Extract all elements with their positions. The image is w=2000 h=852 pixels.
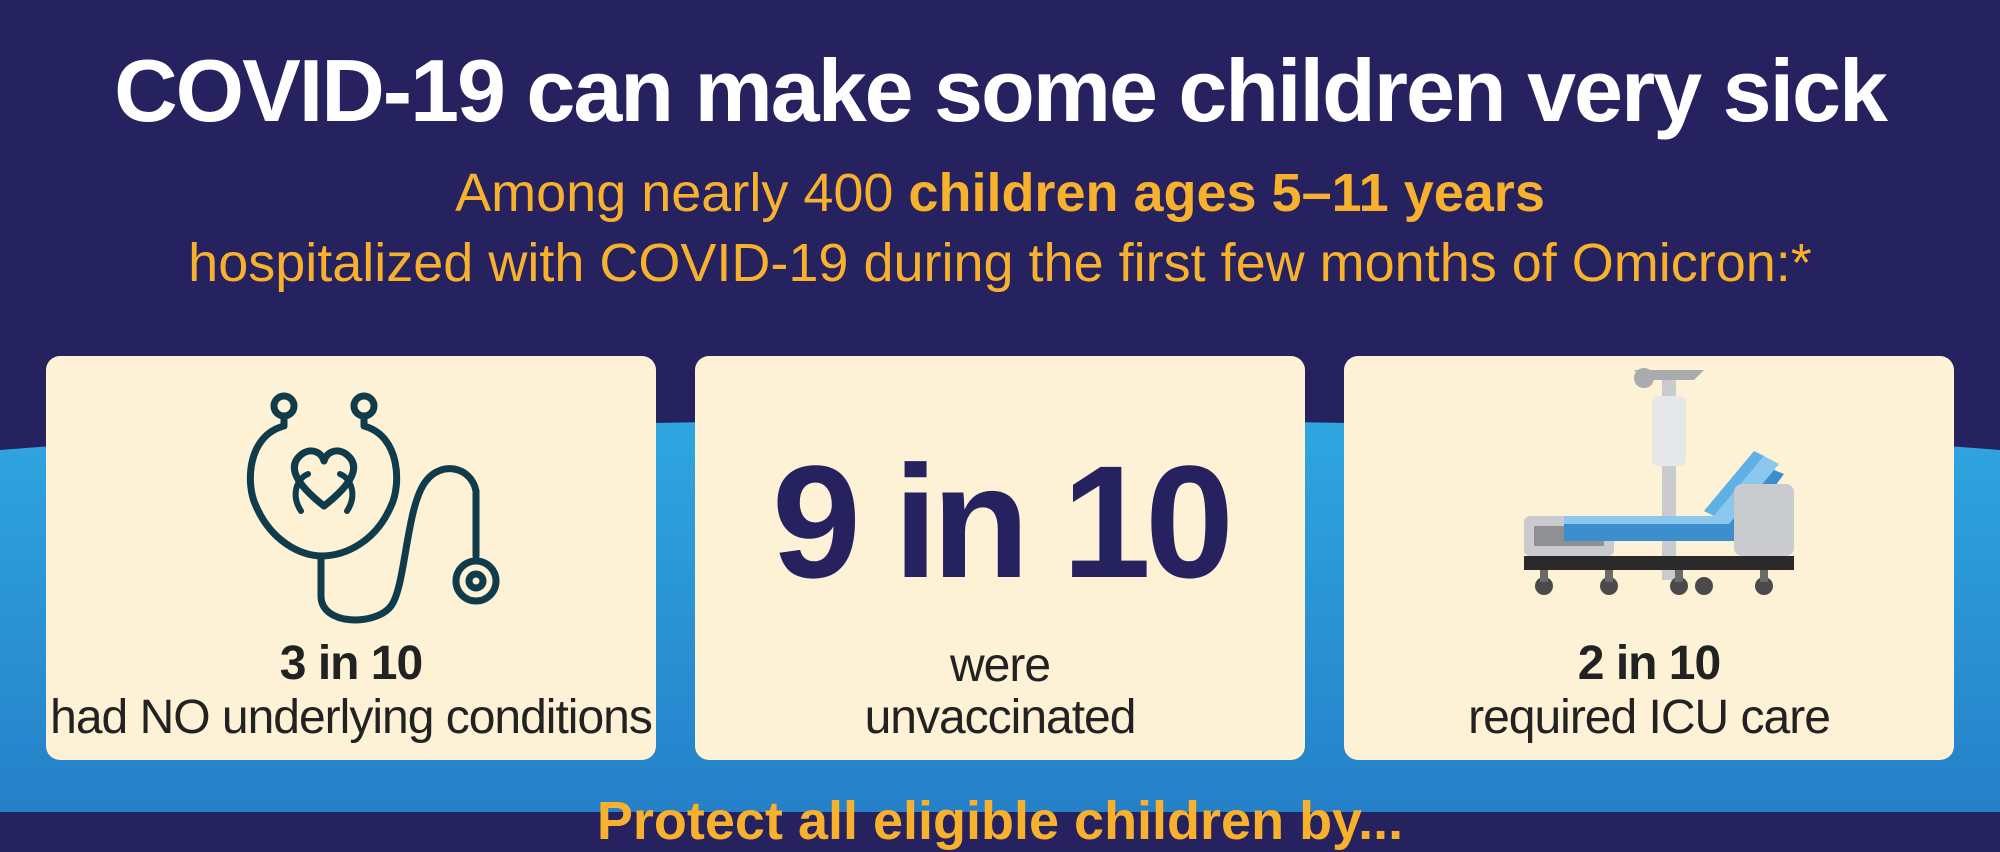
subtitle-text: Among nearly 400: [455, 163, 909, 223]
stat-value: 2 in 10: [1577, 637, 1721, 690]
stat-label-line1: were: [949, 639, 1051, 692]
subtitle: Among nearly 400 children ages 5–11 year…: [0, 158, 2000, 298]
stat-label-line2: unvaccinated: [864, 691, 1137, 744]
stat-label: had NO underlying conditions: [50, 691, 653, 744]
stethoscope-heart-icon: [246, 392, 500, 624]
subtitle-line2: hospitalized with COVID-19 during the fi…: [188, 233, 1812, 293]
subtitle-highlight: children ages 5–11 years: [908, 163, 1545, 223]
page-title: COVID-19 can make some children very sic…: [114, 41, 1888, 140]
stat-card-unvaccinated: 9 in 10 were unvaccinated: [695, 356, 1305, 760]
big-stat-value: 9 in 10: [771, 432, 1234, 611]
stat-label: required ICU care: [1468, 691, 1831, 744]
stat-value: 3 in 10: [279, 637, 423, 690]
stat-card-no-conditions: 3 in 10 had NO underlying conditions: [46, 356, 656, 760]
stat-card-icu: 2 in 10 required ICU care: [1344, 356, 1954, 760]
footer-text: Protect all eligible children by...: [596, 791, 1404, 851]
hospital-bed-icon: [1524, 368, 1794, 595]
